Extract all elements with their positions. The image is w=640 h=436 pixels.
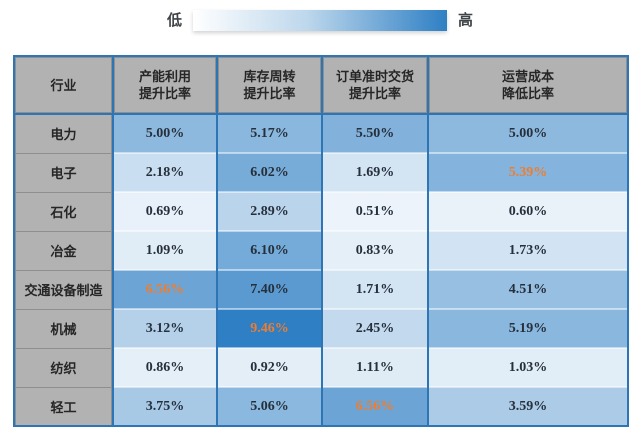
heatmap-cell: 0.60% — [427, 191, 629, 231]
heatmap-cell: 2.45% — [321, 308, 429, 348]
column-header-line: 提升比率 — [243, 86, 296, 101]
heatmap-cell: 0.83% — [321, 230, 429, 270]
heatmap-cell: 6.10% — [216, 230, 323, 270]
column-header-line: 库存周转 — [243, 69, 296, 84]
heatmap-cell: 5.19% — [427, 308, 629, 348]
heatmap-cell: 1.69% — [321, 152, 429, 192]
heatmap-cell: 2.89% — [216, 191, 323, 231]
column-header-2: 订单准时交货 提升比率 — [321, 56, 429, 115]
heatmap-cell: 1.09% — [112, 230, 218, 270]
heatmap-cell: 6.02% — [216, 152, 323, 192]
column-header-0: 产能利用 提升比率 — [112, 56, 218, 115]
heatmap-cell: 5.00% — [427, 114, 629, 153]
color-legend: 低 高 — [0, 10, 640, 31]
heatmap-cell: 5.50% — [321, 114, 429, 153]
row-label: 交通设备制造 — [13, 269, 114, 309]
heatmap-cell: 5.06% — [216, 386, 323, 426]
row-label: 石化 — [13, 191, 114, 231]
heatmap-cell: 1.03% — [427, 347, 629, 387]
table-row: 交通设备制造 6.56% 7.40% 1.71% 4.51% — [13, 269, 629, 309]
heatmap-cell: 7.40% — [216, 269, 323, 309]
row-label: 电子 — [13, 152, 114, 192]
heatmap-cell: 3.12% — [112, 308, 218, 348]
heatmap-cell: 9.46% — [216, 308, 323, 348]
legend-low-label: 低 — [166, 12, 182, 29]
row-label: 轻工 — [13, 386, 114, 426]
header-row: 行业 产能利用 提升比率 库存周转 提升比率 订单准时交货 提升比率 运营成本 降低比率 — [13, 56, 629, 115]
heatmap-cell: 2.18% — [112, 152, 218, 192]
table-row: 电力 5.00% 5.17% 5.50% 5.00% — [13, 113, 629, 153]
row-label: 冶金 — [13, 230, 114, 270]
table-row: 机械 3.12% 9.46% 2.45% 5.19% — [13, 308, 629, 348]
column-header-line: 订单准时交货 — [335, 69, 414, 84]
table-row: 轻工 3.75% 5.06% 6.56% 3.59% — [13, 386, 629, 426]
table-row: 石化 0.69% 2.89% 0.51% 0.60% — [13, 191, 629, 231]
table-row: 冶金 1.09% 6.10% 0.83% 1.73% — [13, 230, 629, 270]
heatmap-cell: 3.59% — [427, 386, 629, 426]
legend-gradient-bar — [193, 10, 447, 31]
heatmap-cell: 0.69% — [112, 191, 218, 231]
table-body: 电力 5.00% 5.17% 5.50% 5.00% 电子 2.18% 6.02% 1.69% 5… — [13, 113, 629, 426]
heatmap-cell: 5.17% — [216, 114, 323, 153]
legend-high-label: 高 — [458, 12, 474, 29]
table-row: 电子 2.18% 6.02% 1.69% 5.39% — [13, 152, 629, 192]
heatmap-cell: 1.71% — [321, 269, 429, 309]
heatmap-cell: 1.11% — [321, 347, 429, 387]
column-header-1: 库存周转 提升比率 — [216, 56, 323, 115]
heatmap-cell: 5.39% — [427, 152, 629, 192]
heatmap-cell: 0.51% — [321, 191, 429, 231]
row-header-cell: 行业 — [13, 56, 114, 115]
heatmap-cell: 4.51% — [427, 269, 629, 309]
column-header-line: 提升比率 — [348, 86, 401, 101]
heatmap-cell: 0.92% — [216, 347, 323, 387]
column-header-line: 提升比率 — [138, 86, 191, 101]
heatmap-table: 行业 产能利用 提升比率 库存周转 提升比率 订单准时交货 提升比率 运营成本 降低比率 电力… — [13, 55, 629, 427]
column-header-line: 降低比率 — [501, 86, 554, 101]
column-header-line: 运营成本 — [501, 69, 554, 84]
heatmap-cell: 6.56% — [321, 386, 429, 426]
column-header-line: 产能利用 — [138, 69, 191, 84]
heatmap-cell: 0.86% — [112, 347, 218, 387]
row-label: 机械 — [13, 308, 114, 348]
row-label: 纺织 — [13, 347, 114, 387]
row-label: 电力 — [13, 113, 114, 153]
table-row: 纺织 0.86% 0.92% 1.11% 1.03% — [13, 347, 629, 387]
heatmap-cell: 3.75% — [112, 386, 218, 426]
heatmap-cell: 5.00% — [112, 114, 218, 153]
heatmap-cell: 1.73% — [427, 230, 629, 270]
heatmap-cell: 6.56% — [112, 269, 218, 309]
column-header-3: 运营成本 降低比率 — [427, 56, 629, 115]
